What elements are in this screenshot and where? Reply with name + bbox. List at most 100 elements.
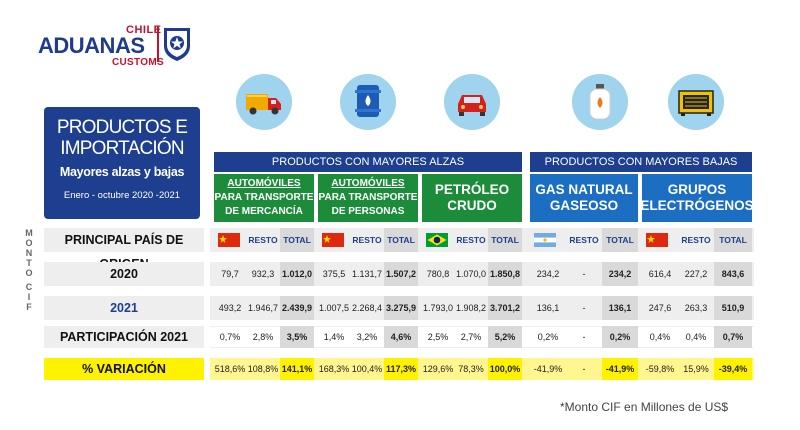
aduanas-logo: CHILE ADUANAS CUSTOMS [38,24,198,68]
product-header-line: GRUPOS [667,182,727,197]
product-header-petroleo: PETRÓLEO CRUDO [422,174,522,222]
vertical-cif: C I F [23,282,35,312]
var-cell: 168,3% [318,364,350,374]
vertical-letter: N [25,248,33,258]
var-cell: 15,9% [683,364,709,374]
y2020-cell: 79,7 [221,269,239,279]
var-cell: -39,4% [714,358,752,380]
car-icon [444,74,500,130]
y2020-cell: 1.012,0 [280,262,314,286]
var-cell: 108,8% [247,364,279,374]
y2021-cell: 2.439,9 [280,296,314,320]
origin-resto-label: RESTO [681,235,711,245]
y2021-cell: 1.908,2 [455,303,487,313]
shield-icon [164,28,190,61]
row-label-origin: PRINCIPAL PAÍS DE ORIGEN [44,228,204,271]
logo-aduanas: ADUANAS [38,33,145,58]
var-cell: -41,9% [602,358,638,380]
product-header-line: AUTOMÓVILES [227,178,301,189]
var-cell: - [582,364,586,374]
product-header-generadores: GRUPOS ELECTRÓGENOS [640,174,754,222]
y2020-cell: 227,2 [684,269,708,279]
product-header-line: PARA TRANSPORTE [318,192,418,203]
group-header-alzas: PRODUCTOS CON MAYORES ALZAS [214,152,522,172]
vertical-letter: F [26,302,32,312]
y2020-cell: 616,4 [648,269,672,279]
var-cell: 117,3% [384,358,418,380]
y2020-cell: 234,2 [536,269,560,279]
footnote: *Monto CIF en Millones de US$ [560,400,729,414]
product-header-line: AUTOMÓVILES [331,178,405,189]
product-header-line: PETRÓLEO [434,182,510,197]
part-cell: 4,6% [384,326,418,348]
product-header-line: CRUDO [447,198,497,213]
flag-china [646,233,668,247]
part-cell: 3,2% [356,332,378,342]
gas-cylinder-icon [572,74,628,130]
part-cell: 1,4% [323,332,345,342]
origin-total-label: TOTAL [488,228,522,252]
origin-resto-label: RESTO [248,235,278,245]
y2021-cell: 136,1 [536,303,560,313]
origin-total-label: TOTAL [714,228,752,252]
y2020-cell: - [582,269,586,279]
part-cell: 5,2% [488,326,522,348]
var-cell: -41,9% [533,364,563,374]
var-cell: 100,0% [488,358,522,380]
y2021-cell: 247,6 [648,303,672,313]
y2020-cell: 1.507,2 [384,262,418,286]
row-label-part: PARTICIPACIÓN 2021 [44,326,204,348]
logo-separator [157,26,159,62]
y2021-cell: 136,1 [602,296,638,320]
title-box: PRODUCTOS E IMPORTACIÓN Mayores alzas y … [44,107,200,219]
vertical-letter: O [25,268,33,278]
y2021-cell: 2.268,4 [351,303,383,313]
product-header-mercancia: AUTOMÓVILES PARA TRANSPORTE DE MERCANCÍA [214,174,314,222]
vertical-letter: T [26,258,32,268]
title-line-2: IMPORTACIÓN [60,138,184,159]
product-header-line: ELECTRÓGENOS [640,198,754,213]
part-cell: - [582,332,586,342]
part-cell: 2,5% [427,332,449,342]
var-cell: 78,3% [458,364,484,374]
flag-china [218,233,240,247]
y2021-cell: 3.275,9 [384,296,418,320]
y2020-cell: 1.070,0 [455,269,487,279]
y2021-cell: 3.701,2 [488,296,522,320]
y2020-cell: 1.131,7 [351,269,383,279]
vertical-letter: O [25,238,33,248]
y2021-cell: 1.793,0 [422,303,454,313]
product-header-personas: AUTOMÓVILES PARA TRANSPORTE DE PERSONAS [318,174,418,222]
part-cell: 0,4% [685,332,707,342]
y2020-cell: 234,2 [602,262,638,286]
origin-total-label: TOTAL [280,228,314,252]
var-cell: 141,1% [280,358,314,380]
var-cell: 518,6% [214,364,246,374]
title-subtitle: Mayores alzas y bajas [59,165,185,179]
y2020-cell: 375,5 [322,269,346,279]
part-cell: 2,7% [460,332,482,342]
product-header-line: GAS NATURAL [535,182,633,197]
y2020-cell: 1.850,8 [488,262,522,286]
y2020-cell: 780,8 [426,269,450,279]
flag-china [322,233,344,247]
group-header-bajas: PRODUCTOS CON MAYORES BAJAS [530,152,752,172]
part-cell: 2,8% [252,332,274,342]
y2020-cell: 932,3 [251,269,275,279]
row-label-2021: 2021 [44,296,204,320]
vertical-letter: I [27,292,31,302]
product-header-line: PARA TRANSPORTE [214,192,314,203]
part-cell: 0,2% [537,332,559,342]
product-header-line: DE PERSONAS [331,206,405,217]
y2021-cell: 493,2 [218,303,242,313]
origin-total-label: TOTAL [602,228,638,252]
var-cell: 100,4% [351,364,383,374]
logo-chile: CHILE [126,24,162,36]
origin-resto-label: RESTO [569,235,599,245]
origin-resto-label: RESTO [456,235,486,245]
y2021-cell: - [582,303,586,313]
part-cell: 0,7% [714,326,752,348]
oil-barrel-icon [340,74,396,130]
origin-resto-label: RESTO [352,235,382,245]
product-header-gas: GAS NATURAL GASEOSO [530,174,638,222]
